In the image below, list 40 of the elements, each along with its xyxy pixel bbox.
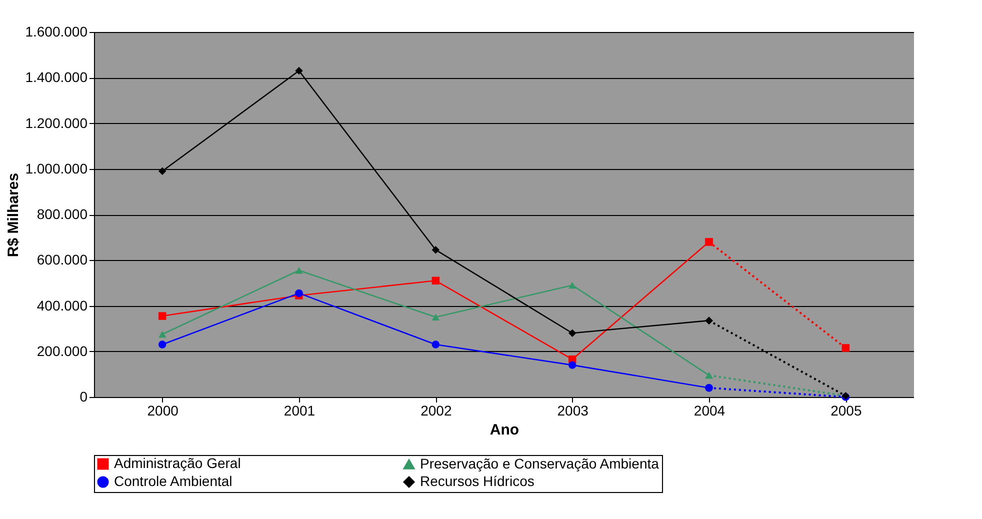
legend-label: Preservação e Conservação Ambienta <box>420 455 660 472</box>
x-tick-label: 2003 <box>557 402 589 418</box>
y-tick-label: 1.000.000 <box>25 160 88 176</box>
y-tick-label: 200.000 <box>36 342 88 359</box>
y-tick-label: 1.600.000 <box>25 24 88 40</box>
point <box>158 312 166 320</box>
point <box>158 167 166 176</box>
legend-label: Recursos Hídricos <box>420 473 534 489</box>
point <box>295 66 303 75</box>
point <box>568 361 576 369</box>
point <box>705 384 713 392</box>
x-tick-label: 2002 <box>420 402 452 418</box>
point <box>432 340 440 348</box>
y-tick-label: 400.000 <box>36 297 88 314</box>
point <box>568 329 576 337</box>
point <box>842 344 850 352</box>
point <box>705 238 713 246</box>
point <box>158 340 166 348</box>
legend-label: Controle Ambiental <box>114 473 232 489</box>
point <box>432 314 440 321</box>
point <box>295 289 303 298</box>
y-axis-title: R$ Milhares <box>5 172 22 258</box>
y-tick-label: 0 <box>80 388 88 404</box>
point <box>432 246 440 254</box>
point <box>705 372 713 379</box>
y-tick-label: 600.000 <box>36 252 88 268</box>
point <box>568 282 576 289</box>
point <box>432 276 440 285</box>
point <box>295 267 303 274</box>
y-tick-label: 800.000 <box>36 206 88 222</box>
x-tick-label: 2000 <box>147 402 179 418</box>
legend-label: Administração Geral <box>114 455 241 471</box>
point <box>158 330 166 338</box>
x-tick-label: 2001 <box>284 402 316 418</box>
point <box>705 316 713 324</box>
y-tick-label: 1.200.000 <box>25 114 88 131</box>
x-tick-label: 2005 <box>830 402 862 418</box>
y-tick-label: 1.400.000 <box>25 69 88 86</box>
x-axis-title: Ano <box>490 422 520 438</box>
x-tick-label: 2004 <box>694 402 726 418</box>
